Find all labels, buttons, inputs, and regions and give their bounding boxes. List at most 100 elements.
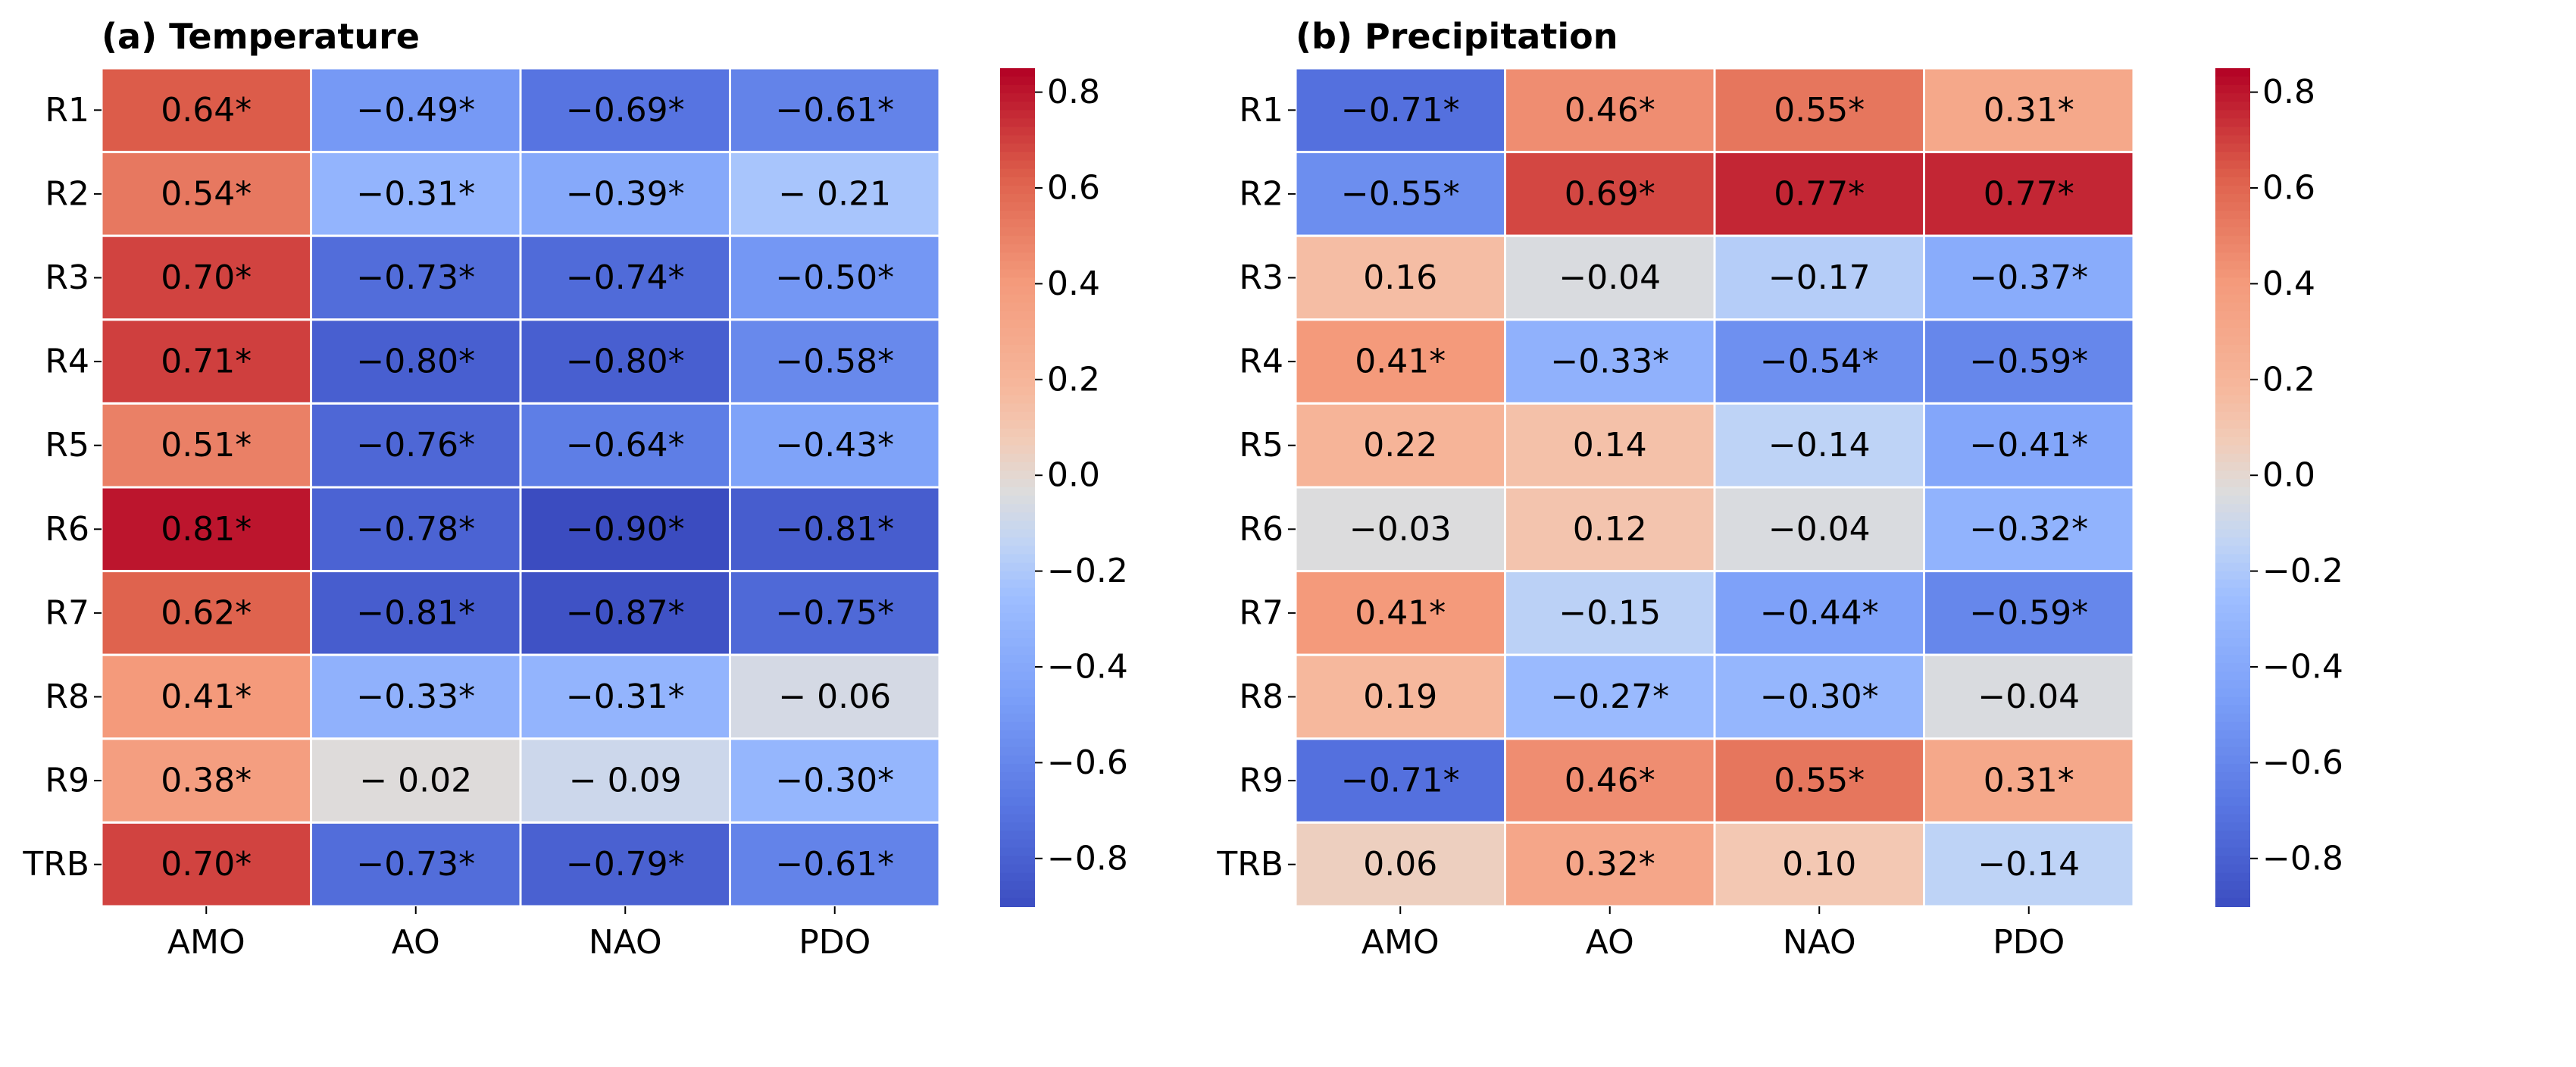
colorbar-segment [1000, 797, 1035, 807]
cell-label: 0.46* [1565, 762, 1655, 800]
colorbar-segment [1000, 814, 1035, 824]
colorbar-segment [2215, 521, 2250, 530]
x-tick-label: AMO [1361, 923, 1440, 962]
colorbar-segment [1000, 411, 1035, 421]
colorbar-segment [2215, 336, 2250, 346]
heatmap-cell [100, 821, 312, 908]
colorbar-tick-label: −0.4 [2262, 648, 2343, 687]
colorbar-segment [1000, 587, 1035, 597]
colorbar-segment [1000, 143, 1035, 153]
colorbar-segment [2215, 403, 2250, 413]
colorbar-segment [1000, 227, 1035, 237]
heatmap-cell [100, 570, 312, 656]
cell-label: 0.54* [161, 174, 252, 213]
colorbar-segment [2215, 395, 2250, 405]
colorbar-segment [1000, 261, 1035, 271]
colorbar-segment [2215, 630, 2250, 640]
colorbar-segment [1000, 897, 1035, 907]
colorbar-segment [1000, 470, 1035, 480]
heatmap-panel-temperature: (a) Temperature 0.64* −0.49* −0.69* −0.61* 0.… [22, 16, 1127, 962]
heatmap-cell [1713, 737, 1925, 824]
cell-label: −0.74* [566, 258, 685, 297]
colorbar-segment [1000, 755, 1035, 765]
colorbar-segment [1000, 671, 1035, 681]
cell-label: −0.71* [1341, 91, 1460, 130]
y-tick-label: R1 [1239, 91, 1283, 130]
colorbar-segment [2215, 436, 2250, 446]
colorbar-segment [2215, 696, 2250, 706]
cell-label: 0.71* [161, 343, 252, 381]
colorbar-segment [2215, 152, 2250, 161]
colorbar-tick-label: −0.4 [1047, 648, 1128, 687]
colorbar-segment [1000, 160, 1035, 170]
heatmap-cell [1294, 737, 1506, 824]
colorbar-tick-label: −0.6 [2262, 743, 2343, 782]
colorbar-segment [2215, 671, 2250, 681]
colorbar-segment [2215, 864, 2250, 874]
x-tick-label: PDO [799, 923, 871, 962]
colorbar-segment [2215, 420, 2250, 430]
cell-label: 0.77* [1984, 174, 2074, 213]
colorbar-segment [1000, 864, 1035, 874]
chart-title: (a) Temperature [102, 16, 420, 57]
colorbar-segment [1000, 839, 1035, 849]
cell-label: −0.69* [566, 91, 685, 130]
colorbar-segment [2215, 496, 2250, 505]
cell-label: 0.31* [1984, 91, 2074, 130]
colorbar-segment [2215, 168, 2250, 178]
heatmap-cell [1923, 653, 2135, 740]
heatmap-cell [1923, 151, 2135, 237]
colorbar-segment [2215, 361, 2250, 371]
cell-label: −0.78* [356, 510, 475, 549]
colorbar-segment [2215, 814, 2250, 824]
colorbar-segment [1000, 487, 1035, 497]
heatmap-cell [1713, 234, 1925, 321]
colorbar-segment [2215, 688, 2250, 698]
colorbar-segment [2215, 353, 2250, 363]
colorbar-segment [1000, 370, 1035, 380]
colorbar-segment [2215, 663, 2250, 673]
colorbar-segment [1000, 252, 1035, 262]
y-tick-label: R4 [45, 343, 89, 381]
cell-label: 0.16 [1363, 258, 1437, 297]
colorbar-segment [1000, 806, 1035, 815]
cell-label: −0.75* [775, 593, 894, 632]
heatmap-cell [1294, 653, 1506, 740]
heatmap-cell [1713, 486, 1925, 573]
y-tick-label: TRB [22, 845, 89, 884]
heatmap-cell [1923, 234, 2135, 321]
colorbar-segment [1000, 889, 1035, 899]
colorbar-segment [1000, 319, 1035, 329]
colorbar-segment [2215, 721, 2250, 731]
colorbar-segment [1000, 696, 1035, 706]
cell-label: −0.80* [566, 343, 685, 381]
y-tick-label: TRB [1216, 845, 1283, 884]
cell-label: −0.30* [1760, 677, 1879, 716]
colorbar-segment [2215, 344, 2250, 355]
y-tick-label: R5 [1239, 426, 1283, 465]
colorbar-segment [2215, 746, 2250, 756]
colorbar-tick-label: 0.2 [2262, 360, 2315, 399]
chart-title: (b) Precipitation [1296, 16, 1618, 57]
colorbar-segment [2215, 806, 2250, 815]
cell-label: −0.54* [1760, 343, 1879, 381]
cell-label: − 0.21 [778, 174, 891, 213]
colorbar-tick-label: 0.2 [1047, 360, 1100, 399]
y-tick-label: R8 [1239, 677, 1283, 716]
colorbar-segment [1000, 621, 1035, 631]
heatmap-cell [519, 402, 731, 489]
colorbar-segment [2215, 897, 2250, 907]
cell-label: −0.79* [566, 845, 685, 884]
colorbar-segment [1000, 746, 1035, 756]
colorbar-segment [2215, 211, 2250, 221]
cell-label: −0.59* [1969, 593, 2088, 632]
heatmap-cell [100, 486, 312, 573]
cell-label: −0.90* [566, 510, 685, 549]
cell-label: −0.43* [775, 426, 894, 465]
colorbar-segment [2215, 504, 2250, 514]
heatmap-cell [1923, 318, 2135, 405]
colorbar-segment [2215, 537, 2250, 547]
colorbar-segment [1000, 713, 1035, 723]
heatmap-cell [729, 318, 941, 405]
colorbar-segment [1000, 663, 1035, 673]
